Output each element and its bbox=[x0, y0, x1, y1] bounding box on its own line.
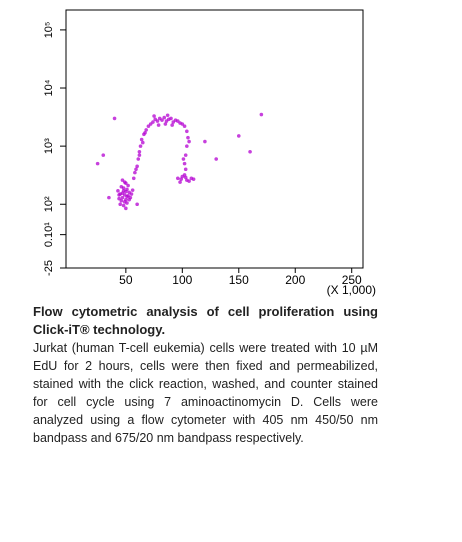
y-tick-label: 10⁴ bbox=[43, 79, 55, 96]
point bbox=[125, 194, 129, 199]
point bbox=[143, 130, 147, 135]
point bbox=[136, 157, 141, 161]
point bbox=[183, 153, 188, 157]
point bbox=[187, 179, 191, 183]
point bbox=[248, 149, 252, 154]
point bbox=[140, 140, 145, 145]
point bbox=[144, 128, 148, 132]
x-tick-label: 150 bbox=[229, 273, 249, 287]
point bbox=[120, 195, 125, 200]
point bbox=[107, 195, 111, 200]
point bbox=[133, 170, 137, 175]
x-tick-label: 50 bbox=[119, 273, 133, 287]
point bbox=[116, 189, 120, 193]
x-tick-label: 100 bbox=[172, 273, 192, 287]
point bbox=[130, 188, 135, 192]
y-tick-label: 10⁵ bbox=[43, 22, 55, 39]
y-tick-label: 0.10¹ bbox=[43, 222, 55, 247]
point bbox=[236, 134, 241, 138]
point bbox=[139, 137, 144, 142]
point bbox=[126, 183, 130, 188]
x-tick-label: 250 bbox=[342, 273, 362, 287]
point bbox=[122, 180, 127, 184]
point bbox=[185, 144, 189, 148]
point bbox=[124, 189, 128, 194]
point bbox=[120, 191, 125, 195]
point bbox=[186, 135, 190, 140]
point bbox=[187, 139, 191, 144]
y-tick-label: -25 bbox=[43, 260, 55, 276]
point bbox=[160, 118, 164, 122]
x-axis-label: (X 1,000) bbox=[327, 283, 376, 297]
point bbox=[179, 177, 183, 181]
point bbox=[135, 164, 139, 169]
x-tick-label: 200 bbox=[285, 273, 305, 287]
point bbox=[214, 157, 218, 161]
chart: (X 1,000) 50 100 150 200 250 10⁵ 10⁴ 10³ 10² 0.10… bbox=[43, 9, 376, 297]
point bbox=[138, 144, 143, 148]
point bbox=[165, 113, 170, 118]
point bbox=[131, 176, 136, 181]
point bbox=[182, 161, 187, 166]
point bbox=[180, 122, 185, 126]
point bbox=[119, 198, 124, 203]
point bbox=[156, 123, 161, 127]
point bbox=[101, 153, 106, 157]
caption-text: Jurkat (human T-cell eukemia) cells were… bbox=[33, 341, 378, 445]
point bbox=[183, 175, 188, 180]
point bbox=[181, 157, 186, 161]
point bbox=[134, 167, 138, 172]
point bbox=[152, 114, 156, 118]
point bbox=[170, 123, 174, 127]
caption-title: Flow cytometric analysis of cell prolife… bbox=[33, 304, 378, 337]
point bbox=[125, 201, 129, 205]
point bbox=[185, 129, 189, 134]
point bbox=[259, 112, 264, 117]
point bbox=[182, 124, 187, 129]
point bbox=[203, 139, 207, 144]
point bbox=[117, 196, 121, 201]
point bbox=[127, 197, 132, 202]
plot-frame bbox=[65, 9, 364, 269]
point bbox=[191, 177, 196, 181]
point bbox=[178, 180, 182, 184]
point bbox=[163, 122, 168, 126]
point bbox=[121, 186, 126, 190]
point bbox=[135, 202, 139, 207]
point bbox=[137, 153, 142, 157]
point bbox=[112, 116, 117, 121]
y-tick-label: 10² bbox=[43, 196, 55, 212]
y-tick-label: 10³ bbox=[43, 138, 55, 154]
point bbox=[146, 124, 151, 129]
point bbox=[117, 193, 121, 197]
point bbox=[121, 203, 126, 208]
point bbox=[175, 176, 180, 181]
point bbox=[162, 115, 167, 120]
point bbox=[118, 202, 123, 207]
point bbox=[169, 116, 173, 121]
point bbox=[137, 149, 142, 154]
point bbox=[129, 192, 134, 196]
point bbox=[151, 120, 155, 124]
point bbox=[155, 119, 160, 123]
point bbox=[124, 206, 128, 211]
point bbox=[95, 161, 100, 166]
caption: Flow cytometric analysis of cell prolife… bbox=[33, 303, 378, 447]
point bbox=[183, 167, 188, 172]
